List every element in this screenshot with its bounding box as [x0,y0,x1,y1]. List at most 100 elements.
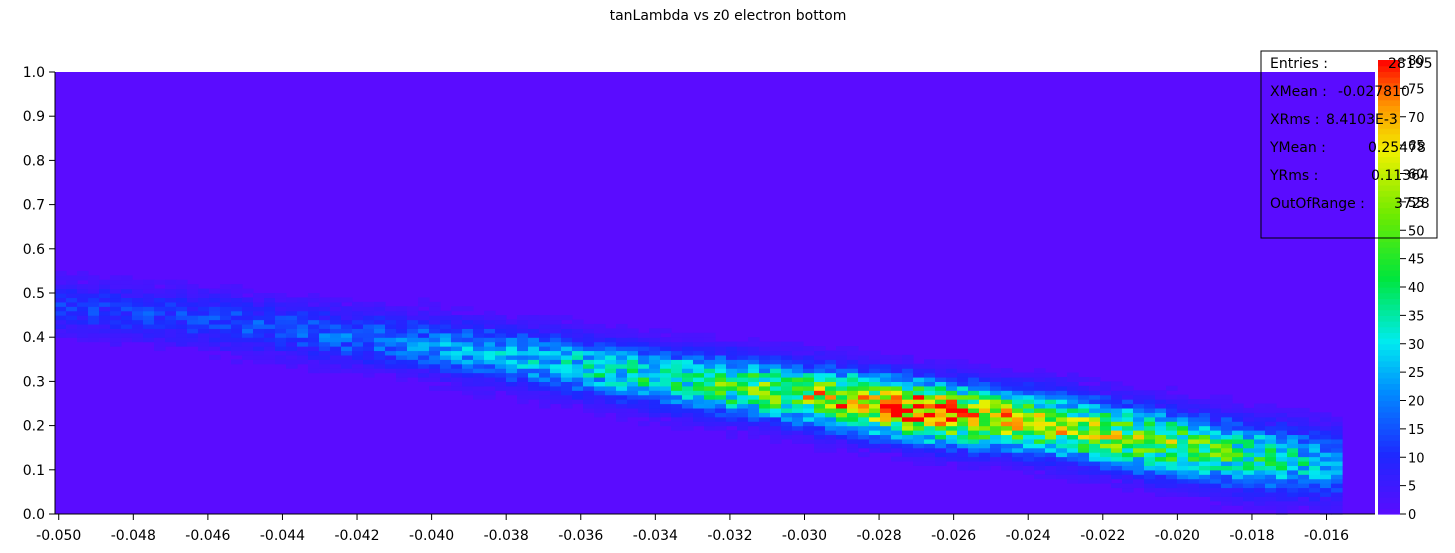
heatmap-cell [1133,430,1145,436]
colorbar-tick-label: 0 [1408,508,1416,523]
heatmap-cell [176,288,188,294]
axes: -0.050 -0.048 -0.046 -0.044 -0.042 -0.040 -0.0… [23,65,1375,544]
heatmap-cell [693,346,705,352]
heatmap-cell [1144,474,1156,480]
heatmap-cell [1166,425,1178,431]
heatmap-cell [880,394,892,400]
heatmap-cell [539,359,551,365]
heatmap-cell [1166,403,1178,409]
heatmap-cell [935,460,947,466]
heatmap-cell [1155,443,1167,449]
heatmap-cell [198,297,210,303]
heatmap-cell [1122,469,1134,475]
heatmap-cell [693,385,705,391]
heatmap-cell [1056,407,1068,413]
heatmap-cell [1166,416,1178,422]
heatmap-cell [374,310,386,316]
heatmap-cell [847,368,859,374]
heatmap-cell [1287,434,1299,440]
heatmap-cell [1265,403,1277,409]
heatmap-cell [814,416,826,422]
heatmap-cell [561,332,573,338]
heatmap-cell [396,376,408,382]
heatmap-cell [748,346,760,352]
heatmap-cell [330,319,342,325]
heatmap-cell [1067,456,1079,462]
heatmap-cell [66,323,78,329]
heatmap-cell [1045,460,1057,466]
heatmap-cell [1056,416,1068,422]
heatmap-cell [1287,443,1299,449]
heatmap-cell [1199,430,1211,436]
heatmap-cell [1309,505,1321,511]
colorbar-segment [1378,326,1400,333]
colorbar-tick-label: 60 [1408,168,1425,183]
colorbar-segment [1378,275,1400,282]
heatmap-cell [242,310,254,316]
heatmap-cell [1210,430,1222,436]
heatmap-cell [1177,452,1189,458]
heatmap-cell [99,301,111,307]
heatmap-cell [231,315,243,321]
heatmap-cell [913,368,925,374]
colorbar-segment [1378,133,1400,141]
heatmap-cell [1122,478,1134,484]
heatmap-cell [550,376,562,382]
colorbar-segment [1378,173,1400,180]
heatmap-cell [440,350,452,356]
heatmap-cell [968,368,980,374]
heatmap-cell [1056,460,1068,466]
heatmap-cell [1078,443,1090,449]
heatmap-cell [1144,460,1156,466]
colorbar-tick-label: 15 [1408,423,1425,438]
heatmap-cell [462,354,474,360]
heatmap-cell [187,337,199,343]
heatmap-cell [66,284,78,290]
heatmap-cell [825,390,837,396]
heatmap-cell [1221,399,1233,405]
heatmap-cell [1122,447,1134,453]
heatmap-cell [1144,452,1156,458]
heatmap-cell [649,337,661,343]
heatmap-cell [1001,403,1013,409]
heatmap-cell [946,363,958,369]
heatmap-cell [1034,443,1046,449]
heatmap-cell [1221,487,1233,493]
heatmap-cell [319,315,331,321]
heatmap-cell [935,443,947,449]
heatmap-cell [550,328,562,334]
heatmap-cell [1177,478,1189,484]
heatmap-cell [473,394,485,400]
heatmap-cell [792,385,804,391]
heatmap-cell [792,368,804,374]
heatmap-cell [1045,376,1057,382]
heatmap-cell [726,421,738,427]
heatmap-cell [374,341,386,347]
heatmap-cell [803,390,815,396]
heatmap-cell [506,323,518,329]
heatmap-cell [1155,434,1167,440]
heatmap-cell [363,359,375,365]
heatmap-cell [451,337,463,343]
heatmap-cell [110,301,122,307]
heatmap-cell [682,399,694,405]
heatmap-cell [979,381,991,387]
heatmap-cell [1122,434,1134,440]
chart-title: tanLambda vs z0 electron bottom [610,8,847,24]
heatmap-cell [990,460,1002,466]
heatmap-cell [770,381,782,387]
heatmap-cell [363,328,375,334]
heatmap-cell [132,323,144,329]
heatmap-cell [627,341,639,347]
heatmap-cell [330,301,342,307]
heatmap-cell [814,368,826,374]
heatmap-cell [1188,456,1200,462]
heatmap-cell [704,346,716,352]
colorbar-segment [1378,252,1400,260]
heatmap-cell [1056,465,1068,471]
heatmap-cell [671,394,683,400]
heatmap-cell [1331,496,1343,502]
heatmap-cell [110,323,122,329]
heatmap-cell [869,399,881,405]
heatmap-cell [297,310,309,316]
